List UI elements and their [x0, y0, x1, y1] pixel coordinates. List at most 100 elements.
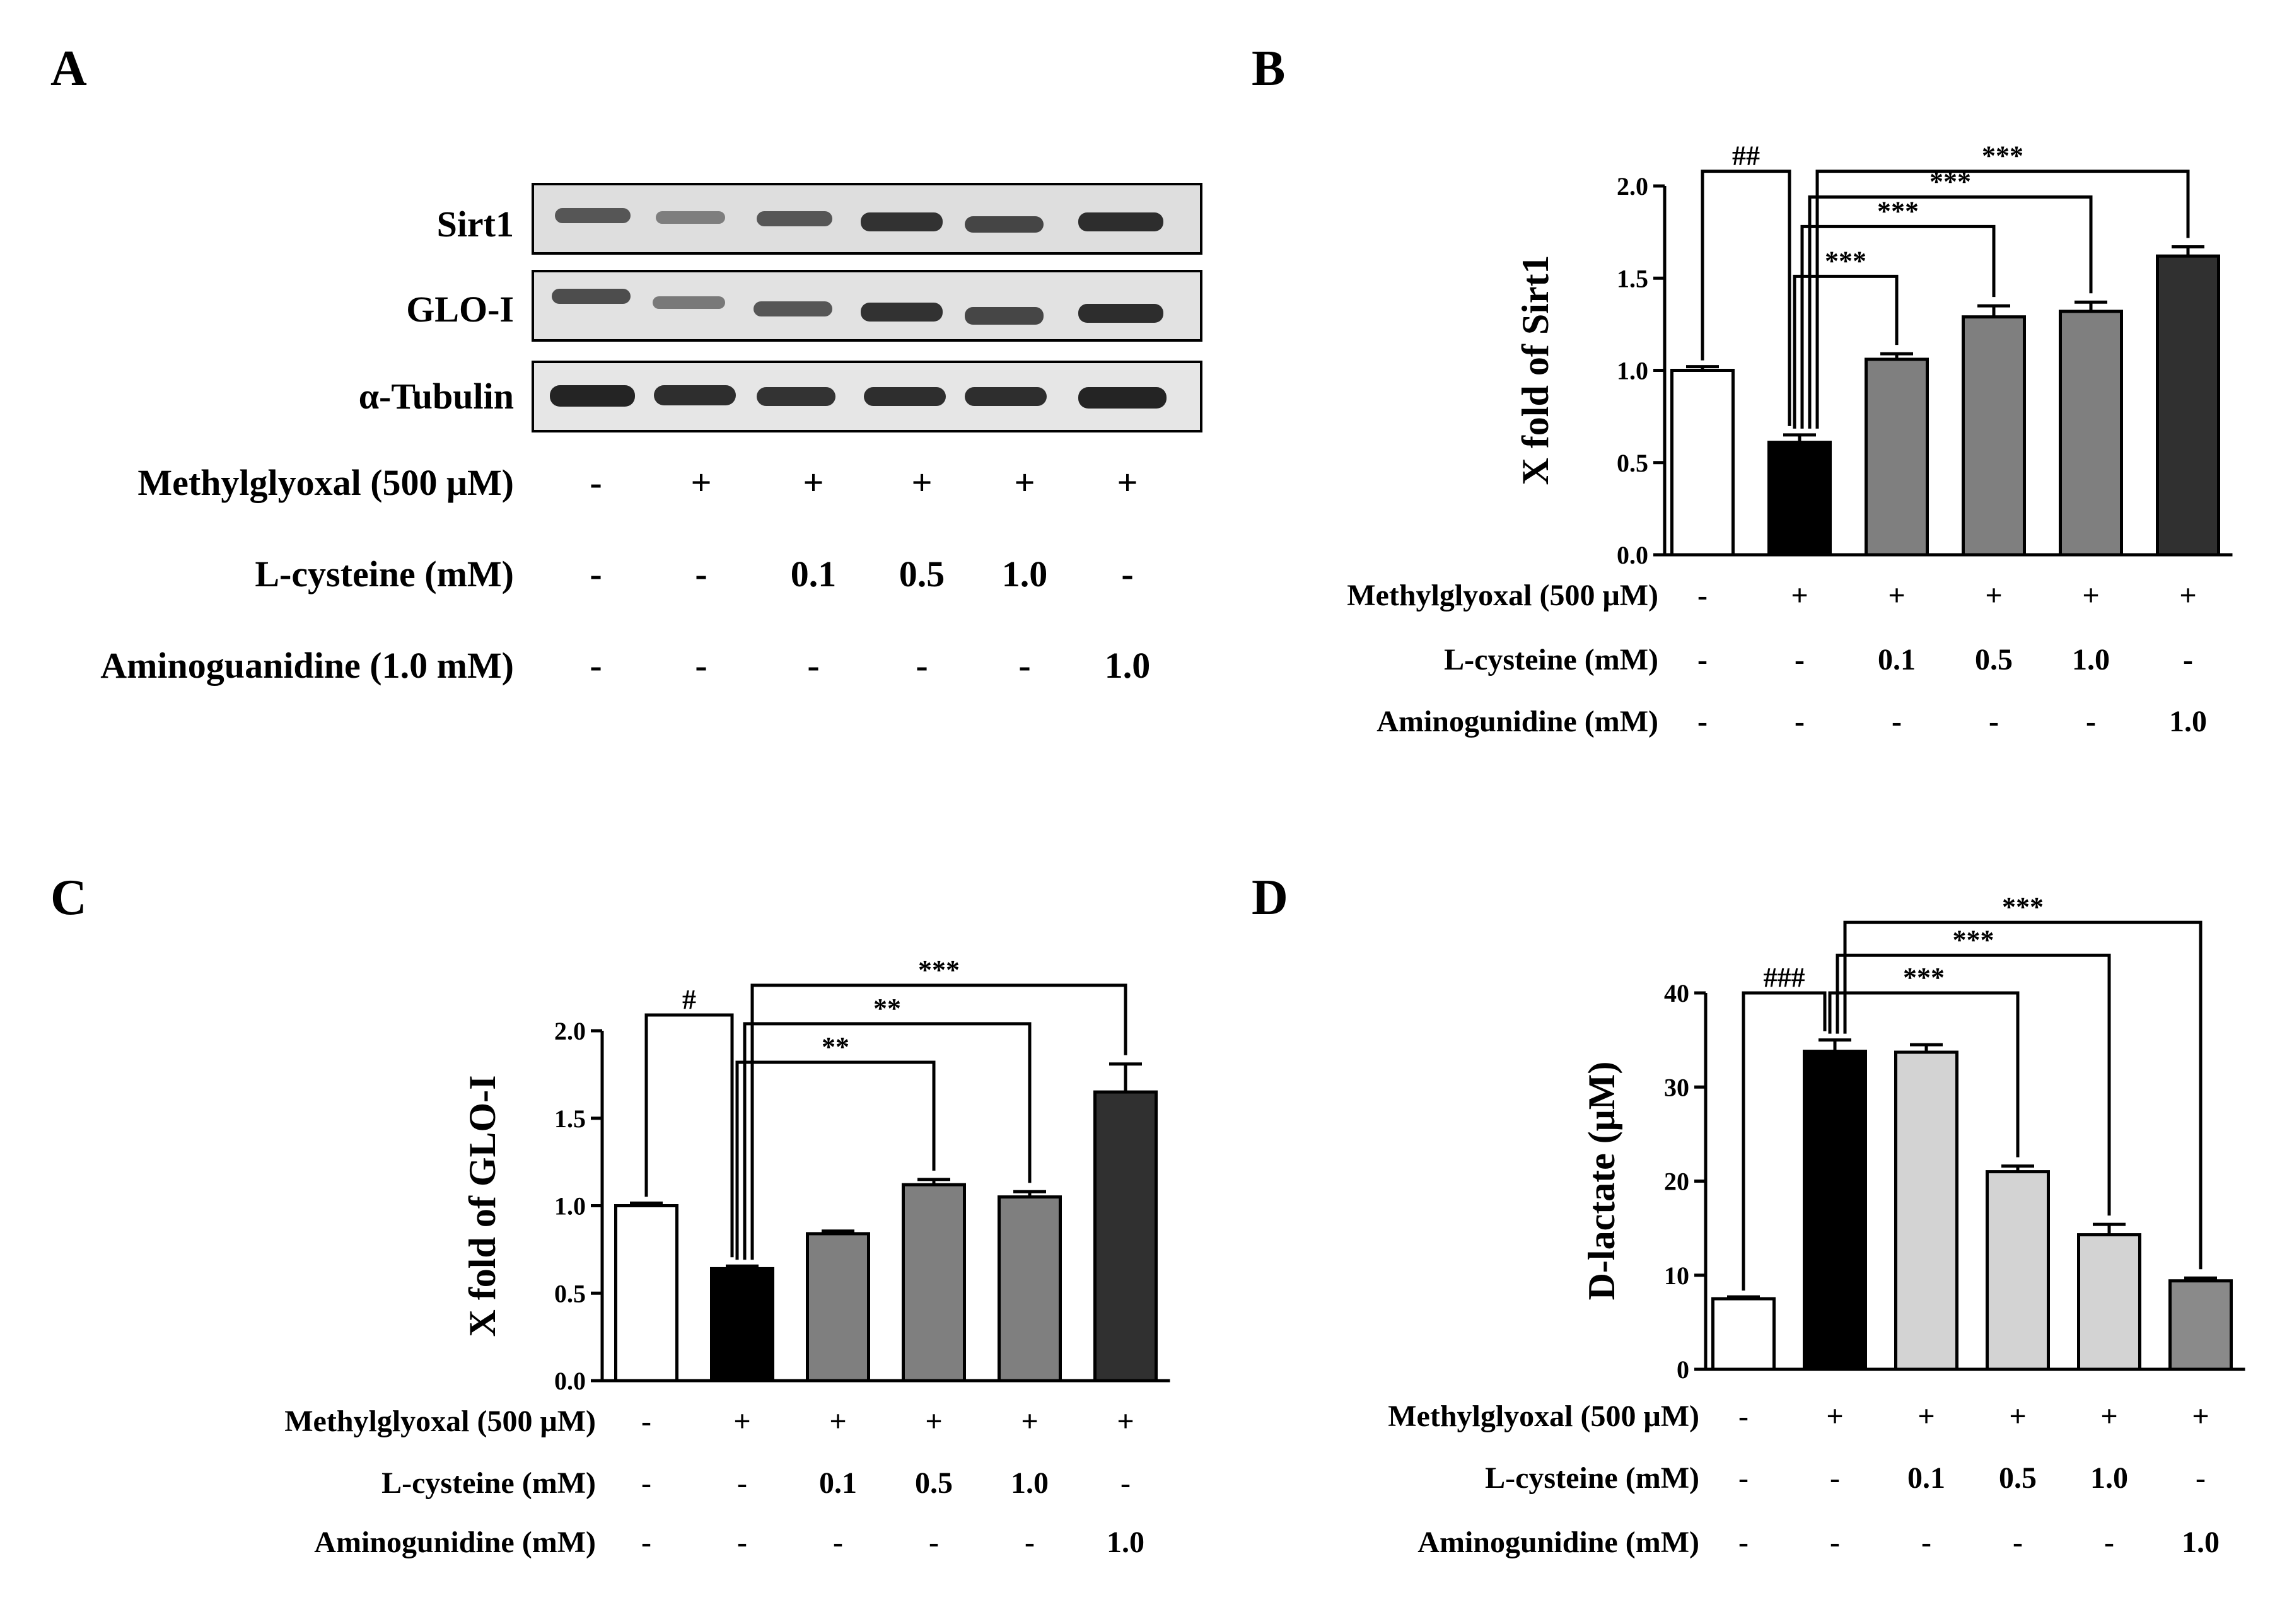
blot-condition-value: -	[590, 645, 602, 686]
y-tick-label: 2.0	[554, 1017, 586, 1045]
condition-value: +	[2179, 579, 2196, 612]
condition-value: 1.0	[1011, 1466, 1049, 1500]
bar	[1865, 357, 1929, 557]
significance-label: ***	[2002, 891, 2044, 922]
condition-value: -	[1795, 643, 1805, 676]
significance-label: ##	[1732, 141, 1760, 171]
condition-row-label: Aminogunidine (mM)	[1376, 705, 1658, 738]
blot-condition-values: - + + + + + - - 0.1 0.5 1.0 - - - - - - 1.0	[590, 462, 1150, 686]
condition-value: 1.0	[1107, 1526, 1144, 1559]
blot-condition-value: +	[1117, 462, 1138, 503]
y-tick-label: 1.5	[554, 1105, 586, 1133]
condition-value: +	[2100, 1400, 2117, 1433]
blot-condition-value: 1.0	[1105, 645, 1151, 686]
significance-label: ***	[918, 954, 960, 985]
y-tick-label: 1.5	[1617, 264, 1648, 293]
significance-bracket	[1843, 920, 2203, 1270]
significance-bracket	[1742, 991, 1827, 1291]
blot-condition-value: 0.5	[899, 554, 945, 594]
y-axis-title: X fold of Sirt1	[1515, 255, 1556, 485]
significance-bracket	[735, 1060, 936, 1260]
blot-condition-value: +	[690, 462, 711, 503]
condition-value: -	[1120, 1466, 1131, 1500]
condition-value: -	[1025, 1526, 1035, 1559]
blot-strip-sirt1	[532, 183, 1202, 255]
significance-label: ***	[1825, 245, 1866, 276]
significance-label: ###	[1764, 962, 1805, 993]
significance-label: **	[822, 1031, 849, 1062]
bar	[1093, 1090, 1158, 1383]
condition-value: -	[1738, 1461, 1749, 1495]
condition-row-label: Methylglyoxal (500 μM)	[1347, 579, 1658, 612]
condition-value: -	[1697, 579, 1708, 612]
chart-panel-c: 0.00.51.01.52.0X fold of GLO-I#*******Me…	[284, 954, 1170, 1559]
blot-strip-tubulin	[532, 361, 1202, 432]
bar	[902, 1183, 966, 1383]
condition-row-label: L-cysteine (mM)	[1485, 1461, 1699, 1495]
condition-value: +	[1117, 1405, 1134, 1438]
y-tick-label: 0.0	[554, 1367, 586, 1395]
blot-condition-value: -	[695, 645, 707, 686]
condition-value: +	[1791, 579, 1808, 612]
blot-condition-value: 1.0	[1002, 554, 1048, 594]
significance-label: ***	[1877, 195, 1919, 226]
condition-value: -	[2086, 705, 2096, 738]
significance-label: **	[873, 993, 901, 1024]
significance-label: ***	[1953, 924, 1994, 955]
y-tick-label: 30	[1664, 1073, 1689, 1101]
western-blot-panel: Sirt1 GLO-I α-Tubulin	[100, 183, 1202, 686]
blot-condition-value: -	[1018, 645, 1030, 686]
condition-value: -	[1738, 1526, 1749, 1559]
condition-row-label: Methylglyoxal (500 μM)	[284, 1405, 596, 1438]
condition-value: +	[2082, 579, 2099, 612]
significance-label: ***	[1982, 141, 2023, 171]
panel-label-a: A	[50, 41, 87, 96]
significance-bracket	[644, 1013, 734, 1258]
condition-value: 1.0	[2169, 705, 2207, 738]
condition-value: -	[1697, 705, 1708, 738]
condition-value: +	[1826, 1400, 1843, 1433]
condition-value: -	[1795, 705, 1805, 738]
condition-value: -	[833, 1526, 843, 1559]
condition-value: 0.1	[1907, 1461, 1945, 1495]
condition-value: -	[1697, 643, 1708, 676]
condition-row-label: Methylglyoxal (500 μM)	[1388, 1400, 1699, 1433]
condition-value: -	[1738, 1400, 1749, 1433]
bar	[1767, 441, 1832, 557]
significance-bracket	[1836, 953, 2111, 1216]
blot-condition-value: 0.1	[791, 554, 837, 594]
significance-bracket	[743, 1022, 1032, 1260]
blot-condition-value: +	[803, 462, 823, 503]
condition-value: 1.0	[2090, 1461, 2128, 1495]
blot-condition-value: -	[807, 645, 819, 686]
bar	[806, 1232, 870, 1383]
significance-bracket	[1815, 170, 2190, 429]
blot-row-label-lcysteine: L-cysteine (mM)	[255, 554, 514, 594]
bar	[1803, 1050, 1867, 1371]
condition-value: -	[1921, 1526, 1931, 1559]
condition-value: -	[641, 1466, 651, 1500]
panel-label-d: D	[1252, 870, 1288, 925]
condition-value: -	[929, 1526, 939, 1559]
condition-value: 0.5	[1999, 1461, 2037, 1495]
y-tick-label: 2.0	[1617, 172, 1648, 200]
condition-value: 0.1	[819, 1466, 857, 1500]
blot-row-label-methylglyoxal: Methylglyoxal (500 μM)	[137, 462, 514, 503]
condition-value: -	[2196, 1461, 2206, 1495]
condition-value: +	[1888, 579, 1905, 612]
bar	[2059, 310, 2123, 557]
condition-value: -	[737, 1526, 747, 1559]
condition-value: -	[2183, 643, 2193, 676]
band-label-tubulin: α-Tubulin	[359, 376, 514, 417]
y-tick-label: 20	[1664, 1168, 1689, 1196]
y-tick-label: 0.0	[1617, 541, 1648, 569]
condition-row-label: L-cysteine (mM)	[1444, 643, 1658, 676]
blot-row-label-aminoguanidine: Aminoguanidine (1.0 mM)	[100, 645, 514, 686]
blot-strip-glo1	[532, 270, 1202, 342]
condition-value: -	[1892, 705, 1902, 738]
y-tick-label: 0.5	[1617, 449, 1648, 477]
condition-row-label: Aminogunidine (mM)	[314, 1526, 596, 1559]
condition-value: 1.0	[2182, 1526, 2220, 1559]
y-tick-label: 1.0	[554, 1192, 586, 1221]
